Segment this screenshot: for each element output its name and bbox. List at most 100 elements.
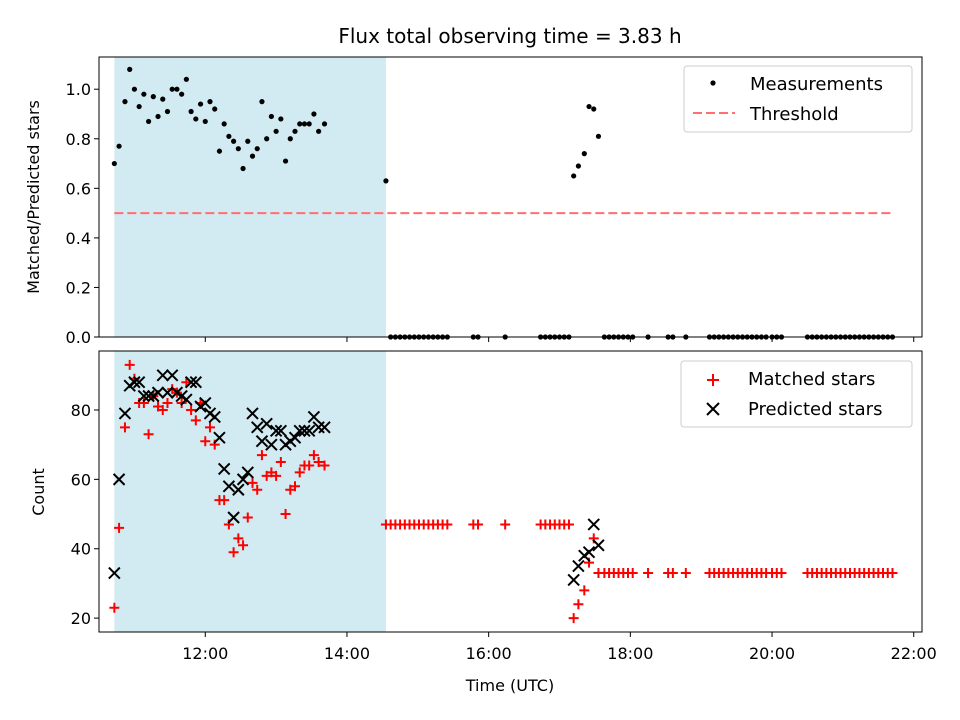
matched-star-point: [500, 519, 511, 530]
measurement-point: [155, 113, 161, 120]
measurement-point: [174, 86, 180, 92]
predicted-star-point: [582, 546, 596, 559]
bottom-panel: 12:00 14:00 16:00 18:00 20:00 22:00 20406080 …: [29, 350, 937, 695]
predicted-star-point: [592, 539, 605, 552]
legend-matched-label: Matched stars: [748, 369, 875, 390]
predicted-star-point: [265, 438, 278, 451]
measurement-point: [306, 121, 312, 127]
matched-star-point: [124, 359, 135, 370]
matched-star-point: [643, 568, 654, 579]
predicted-star-point: [132, 376, 146, 389]
measurement-point: [164, 108, 171, 115]
matched-star-point: [573, 599, 584, 610]
predicted-star-point: [227, 511, 240, 524]
predicted-star-point: [302, 424, 316, 437]
measurement-point: [595, 133, 602, 139]
matched-star-point: [319, 460, 330, 471]
predicted-star-point: [255, 434, 269, 448]
measurement-point: [240, 165, 246, 172]
matched-star-point: [200, 436, 211, 447]
measurement-point: [301, 121, 308, 127]
top-ytick-label: 1.0: [66, 80, 91, 99]
bottom-xtick-label: 14:00: [324, 644, 370, 663]
top-ytick-label: 0.8: [66, 130, 91, 149]
bottom-ytick-label: 60: [71, 470, 91, 489]
measurement-point: [169, 86, 175, 92]
bottom-ytick-label: 20: [71, 609, 91, 628]
bottom-legend: Matched stars Predicted stars: [680, 360, 913, 428]
bottom-legend-box: [680, 360, 913, 428]
measurement-point: [122, 99, 128, 105]
predicted-star-point: [128, 376, 141, 389]
measurement-point: [581, 151, 587, 157]
matched-star-point: [275, 457, 286, 468]
predicted-star-point: [118, 407, 132, 420]
matched-star-point: [162, 398, 173, 409]
measurement-point: [383, 178, 389, 184]
measurement-point: [216, 148, 223, 154]
predicted-star-point: [108, 566, 121, 580]
matched-star-point: [271, 470, 282, 481]
matched-star-point: [186, 404, 197, 415]
matched-star-point: [114, 522, 125, 533]
measurement-point: [197, 101, 204, 107]
bottom-xtick-label: 12:00: [182, 644, 228, 663]
measurement-point: [586, 103, 592, 110]
matched-star-point: [238, 540, 249, 551]
matched-star-point: [228, 547, 239, 558]
measurement-point: [321, 121, 328, 127]
measurement-point: [207, 99, 213, 105]
measurement-point: [141, 91, 147, 97]
matched-star-point: [294, 467, 305, 478]
matched-star-point: [242, 512, 253, 523]
matched-star-point: [157, 404, 168, 415]
bottom-xtick-label: 16:00: [466, 644, 512, 663]
bottom-ylabel: Count: [29, 468, 48, 516]
measurement-point: [145, 118, 152, 125]
predicted-star-point: [241, 466, 254, 479]
top-ytick-label: 0.0: [66, 328, 91, 347]
predicted-star-point: [318, 421, 331, 434]
predicted-star-point: [189, 376, 203, 389]
measurement-point: [264, 136, 270, 142]
measurement-point: [268, 113, 274, 120]
measurement-point: [259, 99, 265, 105]
matched-star-point: [680, 568, 691, 579]
matched-star-point: [627, 568, 638, 579]
predicted-star-point: [587, 518, 600, 531]
matched-star-point: [579, 585, 590, 596]
measurement-point: [193, 116, 199, 122]
bottom-ytick-label: 80: [71, 401, 91, 420]
matched-star-point: [304, 460, 315, 471]
measurement-point: [273, 128, 279, 134]
bottom-xtick-label: 22:00: [891, 644, 937, 663]
predicted-star-point: [184, 376, 198, 389]
measurement-point: [575, 163, 581, 169]
predicted-star-point: [307, 410, 321, 424]
predicted-star-point: [293, 424, 306, 437]
measurement-point: [245, 138, 251, 144]
predicted-star-point: [213, 431, 226, 444]
predicted-star-point: [251, 421, 264, 434]
bottom-axes-frame: [98, 350, 923, 633]
measurement-point: [127, 66, 133, 72]
top-ytick-label: 0.4: [66, 229, 91, 248]
legend-predicted-label: Predicted stars: [748, 399, 882, 420]
bottom-xtick-label: 20:00: [749, 644, 795, 663]
predicted-star-point: [288, 431, 302, 444]
predicted-star-point: [567, 573, 580, 587]
legend-matched-marker: [707, 374, 719, 386]
top-panel: 0.0 0.2 0.4 0.6 0.8 1.0 Matched/Predicted sta…: [24, 56, 923, 347]
predicted-star-point: [312, 421, 325, 434]
matched-star-point: [887, 568, 898, 579]
matched-star-point: [280, 509, 291, 520]
matched-star-point: [190, 415, 201, 426]
predicted-star-point: [232, 483, 245, 496]
matched-star-point: [776, 568, 787, 579]
predicted-star-point: [208, 410, 221, 424]
measurement-point: [136, 103, 142, 110]
predicted-star-point: [199, 396, 212, 410]
top-axes-frame: [98, 56, 923, 338]
predicted-star-point: [217, 462, 231, 476]
bottom-shaded-interval: [114, 351, 386, 632]
